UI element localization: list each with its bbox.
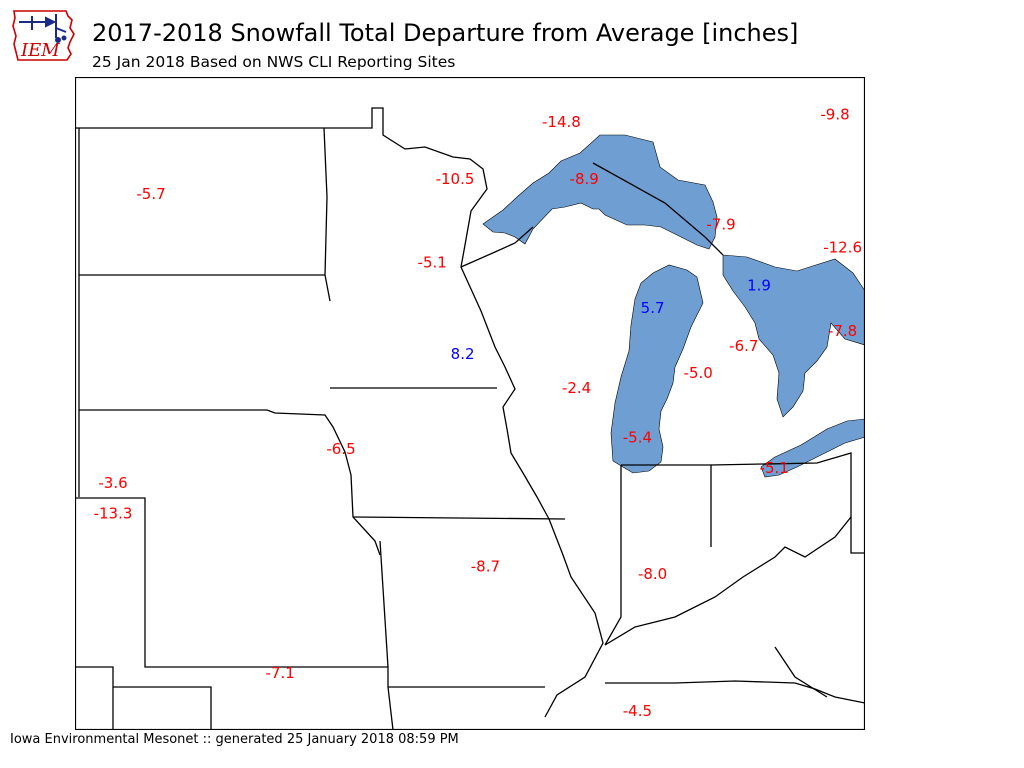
station-departure-label: -10.5	[436, 170, 475, 188]
lake-michigan	[610, 264, 704, 474]
station-departure-label: -5.7	[136, 185, 165, 203]
station-departure-label: -9.8	[820, 105, 849, 123]
station-labels: -5.6-0.8-13.6-14.7-6.8-10.7-3.1-14.8-9.8…	[94, 105, 862, 720]
state-borders	[75, 107, 865, 730]
weather-station-icon	[19, 14, 67, 43]
iem-logo: IEM	[12, 10, 75, 61]
station-departure-label: -5.1	[760, 459, 789, 477]
station-departure-label: 1.9	[747, 276, 771, 294]
station-departure-label: -5.4	[623, 428, 652, 446]
station-departure-label: -5.0	[684, 364, 713, 382]
lake-huron	[722, 254, 865, 418]
station-departure-label: -8.0	[638, 565, 667, 583]
station-departure-label: -2.4	[562, 379, 591, 397]
station-departure-label: -12.6	[823, 238, 862, 256]
logo-text: IEM	[20, 40, 60, 61]
station-departure-label: 5.7	[641, 299, 665, 317]
map-subtitle: 25 Jan 2018 Based on NWS CLI Reporting S…	[92, 53, 456, 71]
station-departure-label: -8.9	[570, 170, 599, 188]
snowfall-departure-map: -5.6-0.8-13.6-14.7-6.8-10.7-3.1-14.8-9.8…	[75, 77, 865, 730]
lake-superior	[482, 134, 718, 250]
map-background	[75, 77, 865, 730]
station-departure-label: -6.5	[326, 440, 355, 458]
station-departure-label: -7.9	[706, 216, 735, 234]
lake-erie	[760, 418, 865, 478]
station-departure-label: -8.7	[471, 558, 500, 576]
map-title: 2017-2018 Snowfall Total Departure from …	[92, 19, 799, 47]
footer-credit: Iowa Environmental Mesonet :: generated …	[10, 732, 459, 747]
station-departure-label: -3.6	[98, 474, 127, 492]
station-departure-label: -7.1	[266, 664, 295, 682]
station-departure-label: -6.7	[729, 337, 758, 355]
station-departure-label: -13.3	[94, 504, 133, 522]
station-departure-label: -4.5	[623, 702, 652, 720]
station-departure-label: -5.1	[418, 254, 447, 272]
iowa-outline-icon	[12, 10, 75, 61]
station-departure-label: -7.8	[828, 322, 857, 340]
station-departure-label: -14.8	[542, 113, 581, 131]
station-departure-label: 8.2	[451, 345, 475, 363]
